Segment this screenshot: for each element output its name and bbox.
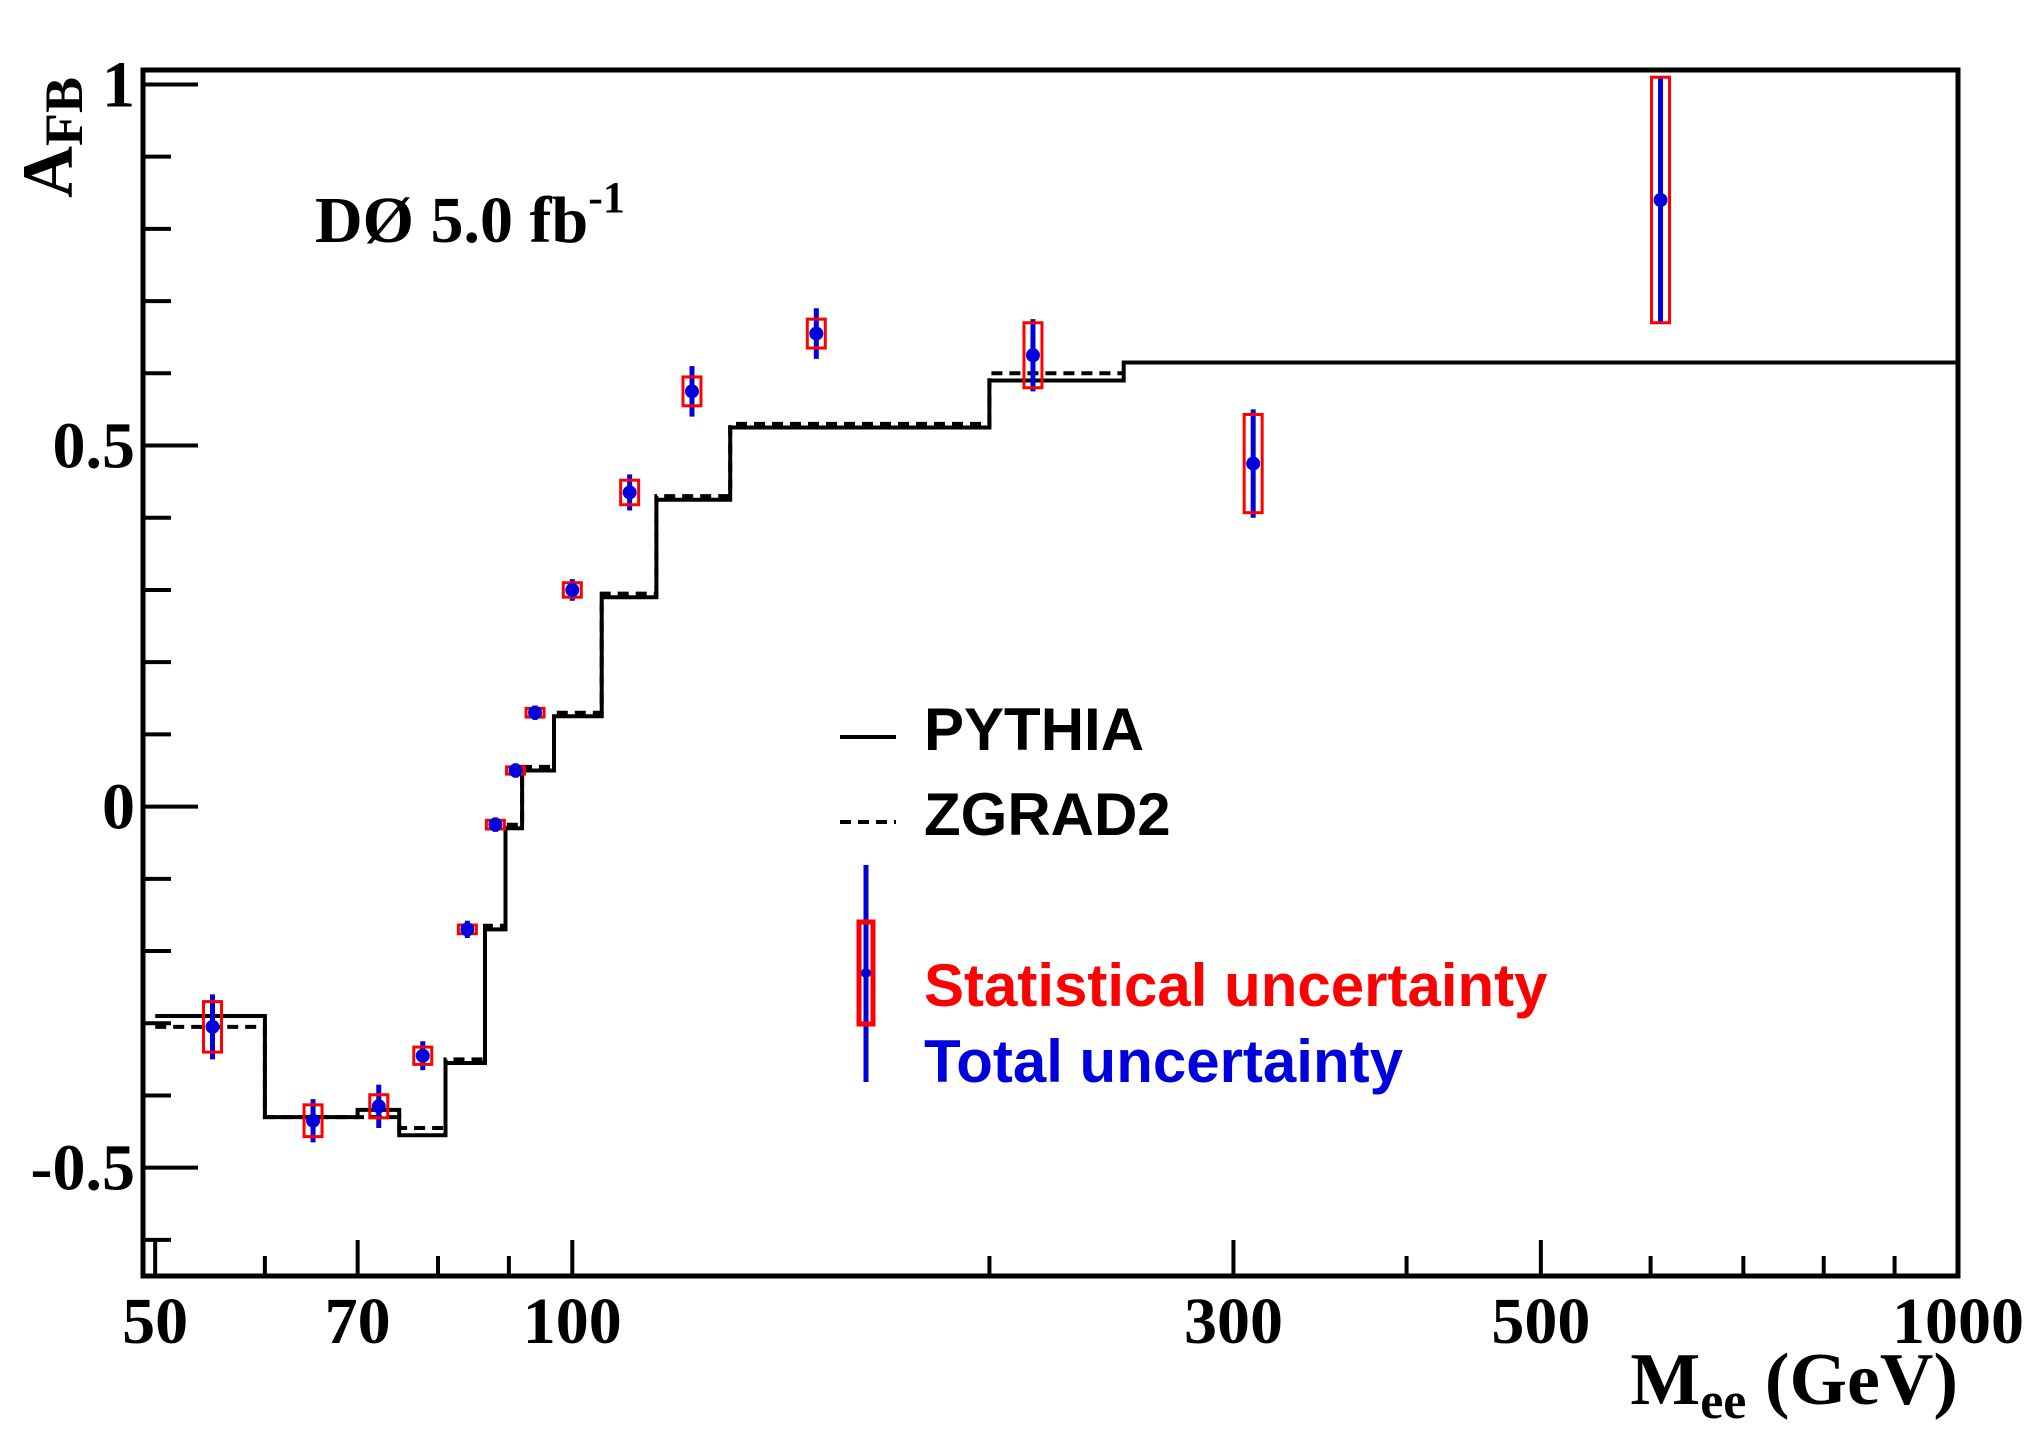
data-marker	[809, 326, 824, 341]
data-marker	[508, 763, 523, 778]
zgrad2-step-line	[155, 371, 1124, 1130]
legend-zgrad2-label: ZGRAD2	[924, 781, 1171, 848]
y-tick-label: -0.5	[31, 1132, 135, 1205]
data-marker	[205, 1019, 220, 1034]
y-axis-ticks: -0.5 0 0.5 1	[31, 48, 198, 1242]
data-marker	[488, 817, 503, 832]
x-axis-title-unit: (GeV)	[1746, 1339, 1958, 1421]
x-tick-label: 500	[1491, 1285, 1590, 1358]
data-point-1	[202, 994, 224, 1060]
y-tick-label: 1	[102, 48, 135, 121]
legend-stat-box	[856, 919, 876, 1027]
legend-marker	[861, 968, 871, 978]
data-point-11	[681, 366, 703, 417]
data-point-7	[505, 763, 527, 778]
x-tick-label: 100	[523, 1285, 622, 1358]
legend-pythia-label: PYTHIA	[924, 696, 1144, 763]
stat-uncertainty-box	[1022, 321, 1044, 390]
data-point-3	[368, 1084, 390, 1128]
legend-stat-label: Statistical uncertainty	[924, 952, 1548, 1019]
stat-uncertainty-box	[202, 1000, 224, 1054]
x-tick-label: 50	[122, 1285, 188, 1358]
data-marker	[415, 1048, 430, 1063]
data-point-4	[412, 1041, 434, 1071]
stat-uncertainty-box	[805, 317, 827, 350]
x-axis-ticks: 50 70 100 300 500 1000	[122, 1240, 2024, 1358]
data-point-10	[619, 474, 641, 511]
x-axis-title-main: M	[1630, 1339, 1700, 1421]
data-marker	[684, 384, 699, 399]
data-marker	[371, 1099, 386, 1114]
data-marker	[1653, 192, 1668, 207]
x-tick-label: 70	[325, 1285, 391, 1358]
stat-uncertainty-box	[681, 375, 703, 408]
y-axis-title-sub: FB	[34, 77, 94, 146]
data-point-13	[1022, 319, 1044, 392]
data-point-9	[561, 579, 583, 601]
data-points	[202, 75, 1672, 1143]
data-marker	[1025, 348, 1040, 363]
data-point-12	[805, 308, 827, 359]
data-point-2	[302, 1099, 324, 1143]
data-point-5	[456, 920, 478, 939]
data-marker	[528, 705, 543, 720]
data-marker	[306, 1113, 321, 1128]
stat-uncertainty-box	[368, 1093, 390, 1120]
x-axis-title: Mee (GeV)	[1630, 1339, 1958, 1430]
legend: PYTHIA ZGRAD2 Statistical uncertainty To…	[840, 696, 1548, 1095]
stat-uncertainty-box	[561, 581, 583, 599]
experiment-annotation: DØ 5.0 fb-1	[315, 173, 625, 257]
data-marker	[565, 582, 580, 597]
x-axis-title-sub: ee	[1700, 1373, 1746, 1430]
data-marker	[622, 485, 637, 500]
stat-uncertainty-box	[1242, 412, 1264, 515]
data-point-14	[1242, 409, 1264, 518]
x-tick-label: 300	[1184, 1285, 1283, 1358]
stat-uncertainty-box	[412, 1045, 434, 1066]
data-point-6	[484, 817, 506, 832]
y-axis-title-main: A	[8, 146, 88, 198]
legend-total-label: Total uncertainty	[924, 1028, 1404, 1095]
stat-uncertainty-box	[302, 1103, 324, 1139]
data-marker	[1246, 456, 1261, 471]
y-axis-title: AFB	[8, 77, 94, 198]
zgrad2-histogram	[155, 371, 1124, 1130]
data-point-8	[524, 705, 546, 720]
data-point-15	[1650, 75, 1672, 325]
x-tick-label: 1000	[1892, 1285, 2024, 1358]
plot-frame	[140, 67, 1961, 1279]
y-tick-label: 0.5	[53, 410, 136, 483]
y-tick-label: 0	[102, 771, 135, 844]
annotation-superscript: -1	[588, 173, 625, 222]
annotation-main: DØ 5.0 fb	[315, 184, 588, 257]
stat-uncertainty-box	[1650, 75, 1672, 325]
data-marker	[460, 922, 475, 937]
stat-uncertainty-box	[619, 478, 641, 507]
